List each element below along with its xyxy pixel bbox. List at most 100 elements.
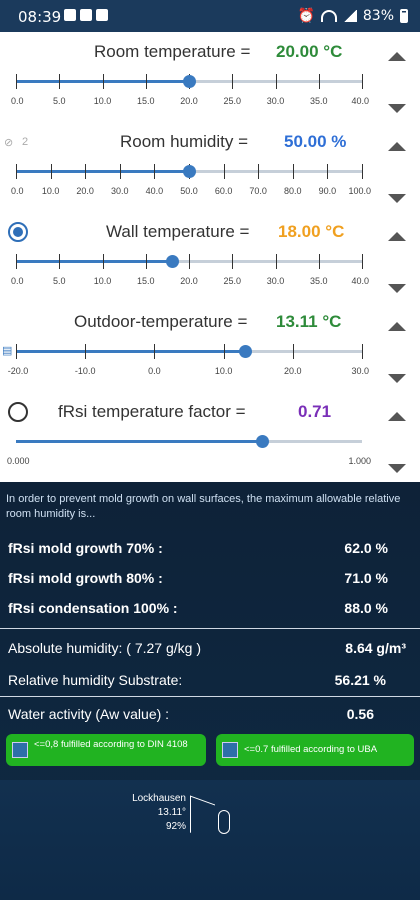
din-4108-check-button[interactable]: <=0,8 fulfilled according to DIN 4108 xyxy=(6,734,206,766)
room-temperature-decrease-icon[interactable] xyxy=(388,104,406,113)
frsi-value: 0.71 xyxy=(298,402,332,421)
tick-label: 80.0 xyxy=(284,186,302,196)
frsi-slider[interactable] xyxy=(16,435,362,448)
slider-thumb[interactable] xyxy=(183,75,196,88)
mold-80-value: 71.0 % xyxy=(344,570,388,586)
youtube-icon xyxy=(80,9,92,21)
frsi-radio[interactable] xyxy=(8,402,28,422)
slider-thumb[interactable] xyxy=(255,435,269,448)
slider-tick xyxy=(59,254,61,269)
slider-tick xyxy=(362,74,363,89)
condensation-value: 88.0 % xyxy=(344,600,388,616)
room-temperature-slider[interactable] xyxy=(16,74,363,89)
wall-temperature-decrease-icon[interactable] xyxy=(388,284,406,293)
tick-label: 1.000 xyxy=(348,456,372,466)
condensation-row: fRsi condensation 100% : 88.0 % xyxy=(8,600,398,620)
slider-thumb[interactable] xyxy=(165,255,179,268)
frsi-row: fRsi temperature factor = 0.71 0.000 1.00… xyxy=(0,392,420,482)
wall-temperature-slider[interactable] xyxy=(16,254,363,269)
slider-tick xyxy=(16,254,17,269)
slider-tick xyxy=(258,164,260,179)
slider-tick xyxy=(16,74,17,89)
slider-tick xyxy=(232,254,234,269)
room-humidity-slider[interactable] xyxy=(16,164,363,179)
tick-label: 25.0 xyxy=(223,96,242,106)
tick-label: 15.0 xyxy=(136,276,155,286)
tick-label: 10.0 xyxy=(41,186,60,196)
slider-tick xyxy=(318,254,320,269)
uba-check-button[interactable]: <=0.7 fulfilled according to UBA xyxy=(216,734,414,766)
frsi-decrease-icon[interactable] xyxy=(388,464,406,473)
slider-thumb[interactable] xyxy=(183,165,196,178)
divider xyxy=(0,696,420,697)
input-panel: Room temperature = 20.00 °C 0.0 5.0 10.0 15… xyxy=(0,32,420,482)
room-humidity-increase-icon[interactable] xyxy=(388,142,406,151)
tick-label: 40.0 xyxy=(351,276,370,286)
frsi-increase-icon[interactable] xyxy=(388,412,406,421)
slider-fill xyxy=(16,260,172,263)
mold-80-label: fRsi mold growth 80% : xyxy=(8,570,163,586)
link-icon: ⊘ xyxy=(4,137,14,149)
room-humidity-value: 50.00 % xyxy=(284,132,347,151)
weather-source-icon[interactable]: ▤ xyxy=(2,345,13,357)
tick-label: 35.0 xyxy=(309,96,328,106)
tick-label: 10.0 xyxy=(93,276,112,286)
slider-tick xyxy=(50,164,52,179)
room-humidity-label: Room humidity = xyxy=(120,132,249,151)
water-activity-value: 0.56 xyxy=(346,706,374,722)
room-temperature-row: Room temperature = 20.00 °C 0.0 5.0 10.0 15… xyxy=(0,32,420,122)
wall-temperature-radio[interactable] xyxy=(8,222,28,242)
divider xyxy=(0,628,420,629)
slider-tick xyxy=(119,164,121,179)
mold-70-label: fRsi mold growth 70% : xyxy=(8,540,163,556)
tick-label: 10.0 xyxy=(214,366,233,376)
room-humidity-decrease-icon[interactable] xyxy=(388,194,406,203)
tick-label: 5.0 xyxy=(52,276,66,286)
status-time: 08:39 xyxy=(18,8,62,26)
room-temperature-ticks: 0.0 5.0 10.0 15.0 20.0 25.0 30.0 35.0 40.0 xyxy=(11,96,369,108)
slider-tick xyxy=(318,74,320,89)
status-bar: 08:39 ⏰ 83% xyxy=(0,0,420,32)
wall-temperature-ticks: 0.0 5.0 10.0 15.0 20.0 25.0 30.0 35.0 40.0 xyxy=(11,276,369,288)
slider-tick xyxy=(154,344,156,359)
results-panel: In order to prevent mold growth on wall … xyxy=(0,482,420,900)
tick-label: 25.0 xyxy=(223,276,242,286)
slider-fill xyxy=(16,350,246,353)
relative-humidity-substrate-label: Relative humidity Substrate: xyxy=(8,672,183,688)
slider-fill xyxy=(16,440,262,443)
slider-thumb[interactable] xyxy=(239,345,253,358)
relative-humidity-substrate-value: 56.21 % xyxy=(334,672,386,688)
room-temperature-increase-icon[interactable] xyxy=(388,52,406,61)
tick-label: 50.0 xyxy=(180,186,198,196)
relative-humidity-substrate-row: Relative humidity Substrate: 56.21 % xyxy=(8,672,408,692)
mold-70-value: 62.0 % xyxy=(344,540,388,556)
tick-label: 20.0 xyxy=(180,276,198,286)
wall-temperature-increase-icon[interactable] xyxy=(388,232,406,241)
slider-tick xyxy=(362,254,363,269)
station-info: Lockhausen 13.11° 92% xyxy=(124,792,186,834)
tick-label: 100.0 xyxy=(348,186,372,196)
frsi-label: fRsi temperature factor = xyxy=(58,402,246,421)
outdoor-temperature-slider[interactable] xyxy=(16,344,363,359)
slider-tick xyxy=(154,164,156,179)
slider-tick xyxy=(189,254,190,269)
slider-tick xyxy=(85,344,87,359)
gallery-icon xyxy=(64,9,76,21)
slider-tick xyxy=(292,164,294,179)
wall-temperature-row: Wall temperature = 18.00 °C 0.0 5.0 10.0 15… xyxy=(0,212,420,302)
weather-station-widget[interactable]: Lockhausen 13.11° 92% xyxy=(0,780,420,900)
wall-temperature-value: 18.00 °C xyxy=(278,222,345,241)
tick-label: -10.0 xyxy=(74,366,96,376)
wall-temperature-label: Wall temperature = xyxy=(106,222,250,241)
slider-tick xyxy=(102,74,104,89)
tick-label: 30.0 xyxy=(111,186,129,196)
tick-label: 20.0 xyxy=(76,186,94,196)
mold-70-row: fRsi mold growth 70% : 62.0 % xyxy=(8,540,398,560)
slider-tick xyxy=(145,254,147,269)
absolute-humidity-value: 8.64 g/m³ xyxy=(345,640,406,656)
outdoor-temperature-increase-icon[interactable] xyxy=(388,322,406,331)
tick-label: 30.0 xyxy=(351,366,370,376)
station-humidity: 92% xyxy=(165,821,186,832)
condensation-label: fRsi condensation 100% : xyxy=(8,600,178,616)
outdoor-temperature-decrease-icon[interactable] xyxy=(388,374,406,383)
